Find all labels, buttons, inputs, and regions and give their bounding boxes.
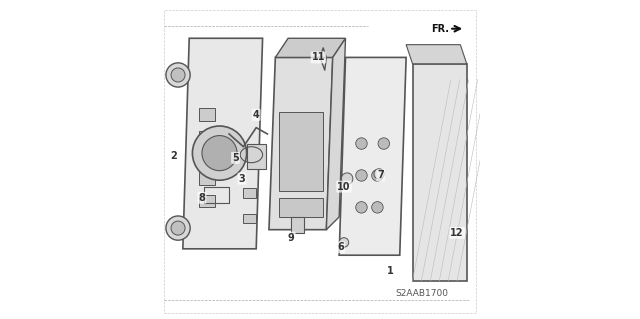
Circle shape [171, 221, 185, 235]
Polygon shape [291, 217, 304, 233]
Circle shape [202, 136, 237, 171]
Text: 7: 7 [377, 170, 384, 181]
Polygon shape [199, 195, 215, 207]
Polygon shape [199, 108, 215, 121]
Circle shape [374, 169, 384, 179]
Polygon shape [243, 214, 256, 223]
Text: 2: 2 [170, 151, 177, 161]
Polygon shape [269, 57, 333, 230]
Polygon shape [246, 144, 266, 169]
Circle shape [372, 170, 383, 181]
Bar [278, 198, 323, 217]
Circle shape [378, 138, 390, 149]
Text: 10: 10 [337, 182, 351, 192]
Text: FR.: FR. [431, 24, 449, 34]
Circle shape [356, 202, 367, 213]
Text: 3: 3 [239, 174, 245, 184]
Circle shape [166, 63, 190, 87]
Circle shape [372, 202, 383, 213]
Polygon shape [183, 38, 262, 249]
Circle shape [193, 126, 246, 180]
Polygon shape [243, 188, 256, 198]
Text: 6: 6 [337, 242, 344, 252]
Bar [278, 112, 323, 191]
Circle shape [356, 170, 367, 181]
Polygon shape [199, 172, 215, 185]
Circle shape [166, 216, 190, 240]
Text: 1: 1 [387, 266, 394, 276]
Circle shape [341, 173, 353, 184]
Text: 8: 8 [198, 193, 205, 203]
Polygon shape [326, 38, 346, 230]
Circle shape [356, 138, 367, 149]
Polygon shape [199, 131, 215, 144]
Text: 12: 12 [451, 228, 464, 238]
Text: 11: 11 [312, 52, 325, 63]
Polygon shape [413, 64, 467, 281]
Polygon shape [275, 38, 346, 57]
Polygon shape [406, 45, 467, 64]
Circle shape [171, 68, 185, 82]
Text: 4: 4 [253, 110, 260, 120]
Circle shape [339, 238, 349, 247]
Polygon shape [339, 57, 406, 255]
Text: 9: 9 [288, 233, 294, 243]
Text: 5: 5 [232, 153, 239, 163]
Text: S2AAB1700: S2AAB1700 [396, 289, 449, 298]
